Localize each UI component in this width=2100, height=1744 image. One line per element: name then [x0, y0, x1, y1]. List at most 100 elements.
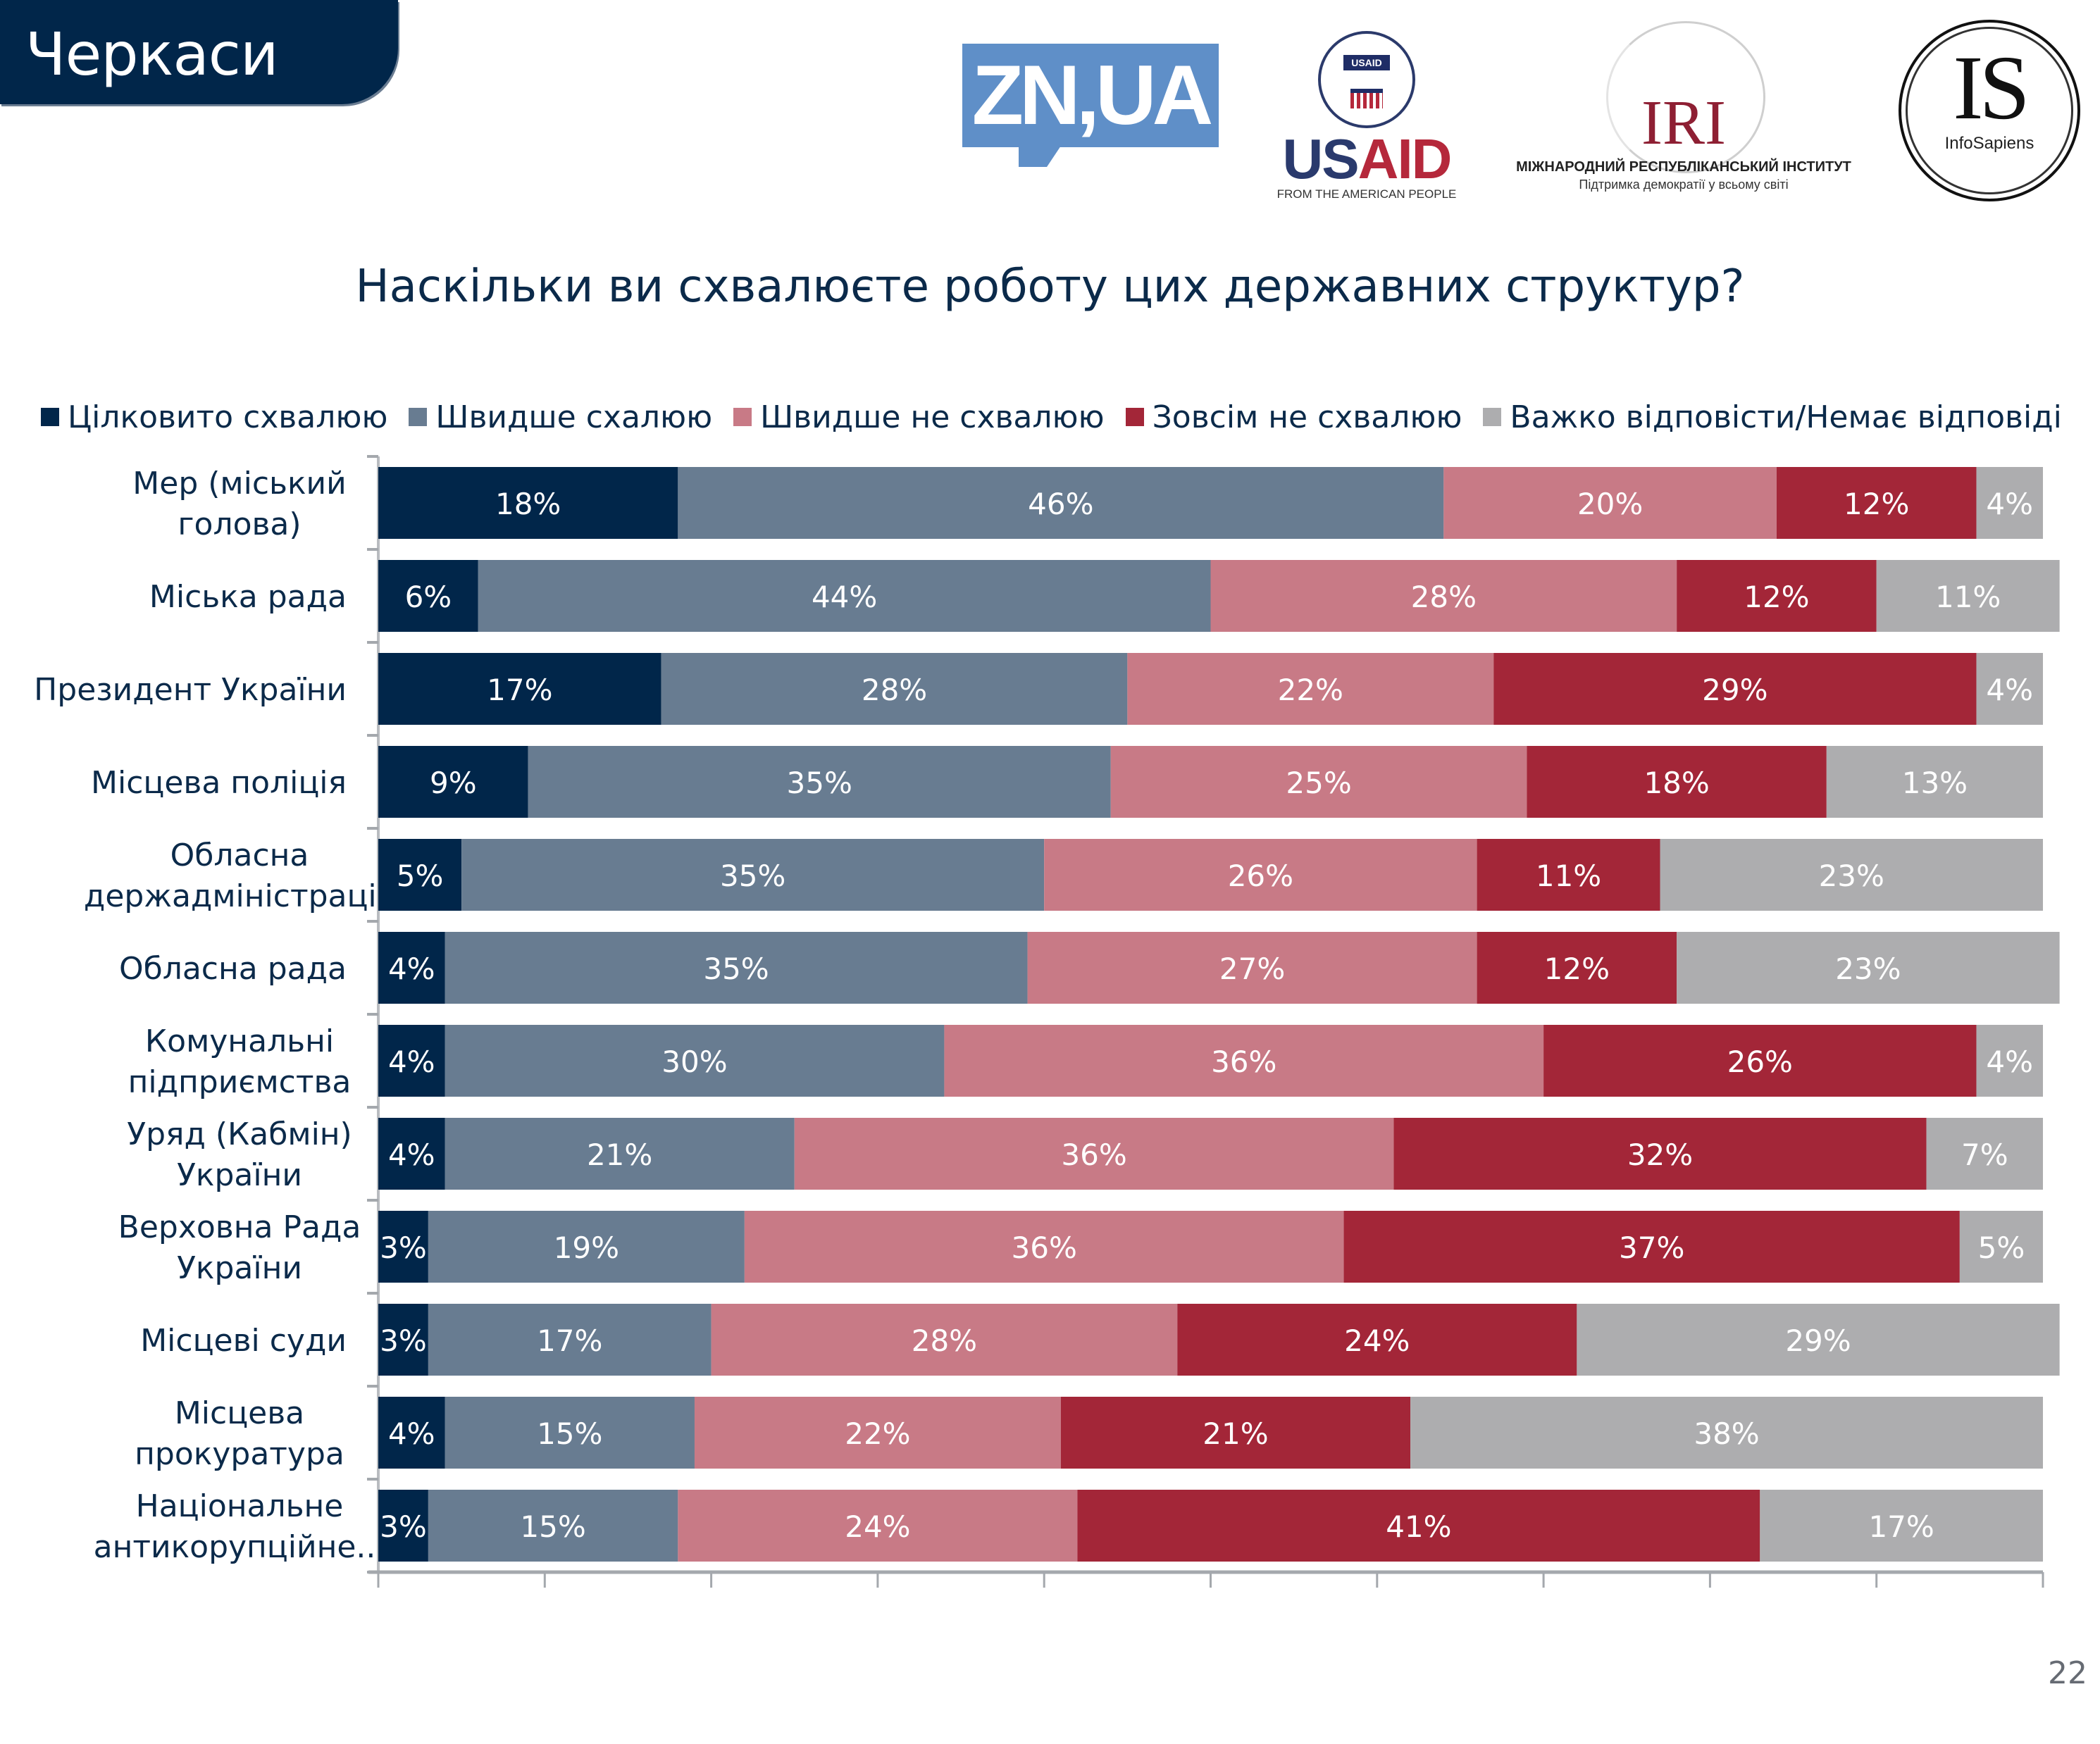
data-label: 13% [1902, 766, 1968, 800]
iri-logo: IRI МІЖНАРОДНИЙ РЕСПУБЛІКАНСЬКИЙ ІНСТИТУ… [1501, 21, 1867, 197]
data-label: 44% [812, 580, 877, 614]
data-label: 37% [1619, 1231, 1684, 1265]
legend-item: Цілковито схвалюю [41, 399, 387, 435]
data-label: 36% [1211, 1045, 1276, 1079]
zn-ua-logo-text: ZN,UA [971, 48, 1214, 142]
bar-segment [378, 1490, 428, 1562]
data-label: 27% [1219, 952, 1285, 986]
category-label: Обласна держадміністрація [84, 837, 395, 914]
category-label: Уряд (Кабмін) України [127, 1116, 352, 1193]
legend-label: Важко відповісти/Немає відповіді [1510, 399, 2062, 435]
bar-segment [1660, 839, 2043, 911]
data-label: 36% [1012, 1231, 1077, 1265]
bar-segment [944, 1025, 1544, 1097]
bar-segment [1976, 653, 2043, 725]
legend-swatch [409, 408, 428, 426]
bar-segment [1110, 746, 1527, 818]
data-label: 20% [1577, 487, 1643, 521]
data-label: 21% [587, 1138, 652, 1172]
legend-item: Важко відповісти/Немає відповіді [1483, 399, 2062, 435]
bar-segment [378, 1118, 445, 1190]
data-label: 4% [388, 1045, 435, 1079]
bar-segment [678, 1490, 1078, 1562]
stacked-bar-chart: 0%10%20%30%40%50%60%70%80%90%100%Мер (мі… [34, 455, 2060, 1588]
bar-segment [1959, 1211, 2043, 1283]
category-label: Національне антикорупційне... [94, 1488, 386, 1565]
data-label: 35% [787, 766, 852, 800]
data-label: 21% [1203, 1416, 1268, 1451]
bar-segment [1060, 1397, 1411, 1469]
legend-swatch [1125, 408, 1144, 426]
page-number: 22 [2048, 1655, 2087, 1691]
data-label: 36% [1061, 1138, 1126, 1172]
data-label: 28% [912, 1323, 977, 1358]
data-label: 19% [554, 1231, 619, 1265]
data-label: 15% [520, 1509, 585, 1544]
legend-swatch [1483, 408, 1502, 426]
iri-slogan: Підтримка демократії у всьому світі [1579, 177, 1789, 192]
category-label: Місцеві суди [140, 1323, 347, 1359]
data-label: 4% [1986, 1045, 2033, 1079]
city-tab: Черкаси [0, 0, 398, 104]
category-label-line: Місцеві суди [140, 1323, 347, 1359]
category-label-line: прокуратура [135, 1436, 344, 1472]
data-label: 4% [1986, 487, 2033, 521]
category-label: Місцева прокуратура [135, 1395, 344, 1472]
legend-swatch [41, 408, 59, 426]
category-label-line: Верховна Рада [118, 1209, 361, 1245]
data-label: 12% [1544, 952, 1610, 986]
data-label: 17% [537, 1323, 602, 1358]
bar-segment [378, 653, 661, 725]
bar-segment [528, 746, 1111, 818]
bar-segment [378, 839, 462, 911]
data-label: 30% [661, 1045, 727, 1079]
bar-segment [1077, 1490, 1760, 1562]
usaid-aid-text: AID [1357, 127, 1453, 190]
usaid-seal-icon [1318, 31, 1415, 128]
category-label-line: Уряд (Кабмін) [127, 1116, 352, 1152]
data-label: 18% [1644, 766, 1709, 800]
data-label: 18% [495, 487, 561, 521]
usaid-wordmark: USAID [1261, 131, 1472, 187]
legend-item: Швидше не схвалюю [733, 399, 1105, 435]
bar-segment [1410, 1397, 2043, 1469]
bar-segment [428, 1304, 712, 1376]
category-label: Мер (міський голова) [132, 466, 346, 542]
usaid-tagline: FROM THE AMERICAN PEOPLE [1276, 187, 1457, 201]
data-label: 11% [1536, 859, 1601, 893]
category-label: Міська рада [149, 579, 347, 615]
bar-segment [1493, 653, 1977, 725]
data-label: 22% [1278, 673, 1343, 707]
bar-segment [1127, 653, 1494, 725]
data-label: 7% [1961, 1138, 2008, 1172]
bar-segment [445, 1025, 945, 1097]
data-label: 4% [388, 952, 435, 986]
infosapiens-subtitle: InfoSapiens [1944, 134, 2034, 153]
bar-segment [445, 1118, 795, 1190]
bar-segment [1826, 746, 2043, 818]
bar-segment [1527, 746, 1827, 818]
data-label: 17% [487, 673, 552, 707]
category-label-line: Національне [136, 1488, 344, 1524]
data-label: 23% [1835, 952, 1901, 986]
bar-segment [1543, 1025, 1977, 1097]
data-label: 41% [1386, 1509, 1451, 1544]
legend-label: Швидше не схвалюю [760, 399, 1105, 435]
usaid-us-text: US [1282, 127, 1360, 190]
category-label-line: Міська рада [149, 579, 347, 615]
bar-segment [378, 467, 678, 539]
iri-wordmark: IRI [1641, 88, 1726, 158]
data-label: 5% [1978, 1231, 2025, 1265]
data-label: 26% [1228, 859, 1293, 893]
bar-segment [661, 653, 1128, 725]
bar-segment [378, 746, 528, 818]
category-label-line: антикорупційне... [94, 1529, 386, 1565]
data-label: 35% [703, 952, 769, 986]
bar-segment [1677, 560, 1877, 632]
category-label: Президент України [34, 672, 347, 708]
category-label-line: Місцева [175, 1395, 304, 1431]
data-label: 28% [862, 673, 927, 707]
zn-ua-logo: ZN,UA [962, 44, 1219, 167]
category-label-line: України [177, 1157, 302, 1193]
data-label: 15% [537, 1416, 602, 1451]
